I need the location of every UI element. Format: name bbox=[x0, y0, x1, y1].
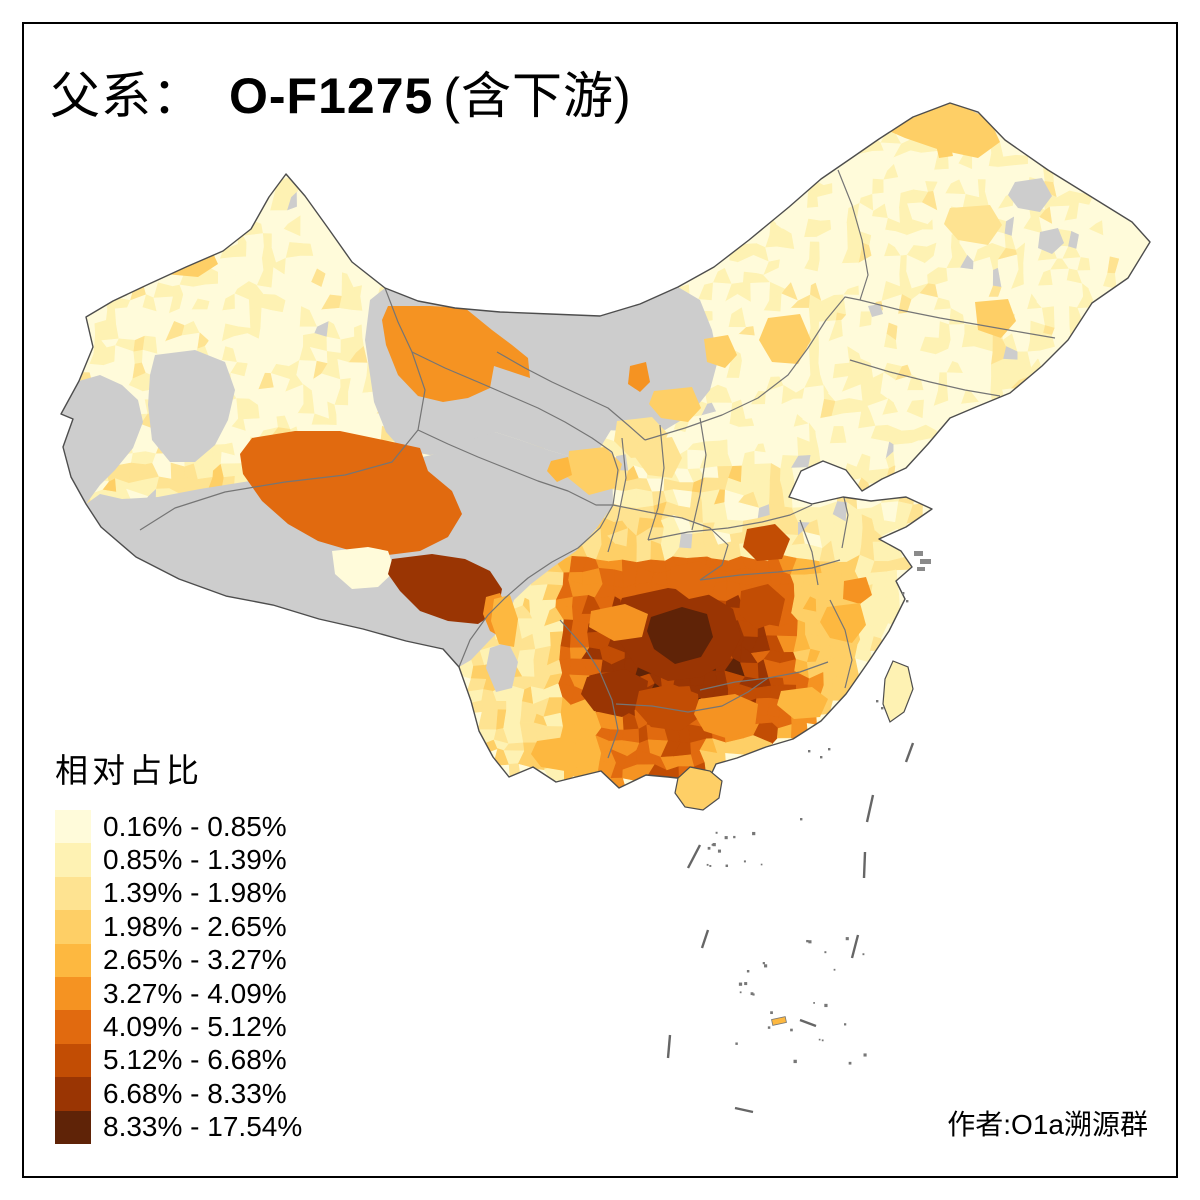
legend-item: 8.33% - 17.54% bbox=[55, 1110, 303, 1144]
attribution: 作者:O1a溯源群 bbox=[947, 1109, 1148, 1140]
legend-item: 0.16% - 0.85% bbox=[55, 810, 302, 844]
legend-swatch bbox=[55, 1077, 91, 1111]
legend-label: 0.16% - 0.85% bbox=[103, 810, 287, 842]
south-china-sea-features bbox=[666, 551, 931, 1114]
title-suffix: (含下游) bbox=[443, 68, 632, 124]
hainan-island bbox=[674, 766, 723, 811]
legend-swatch bbox=[55, 976, 91, 1011]
page-title: 父系： O-F1275 (含下游) bbox=[50, 56, 632, 128]
title-haplogroup: O-F1275 bbox=[229, 68, 434, 124]
legend-item: 6.68% - 8.33% bbox=[55, 1077, 302, 1111]
legend-swatch bbox=[55, 1110, 91, 1144]
legend: 相对占比 0.16% - 0.85% 0.85% - 1.39% 1.39% - 1… bbox=[55, 744, 302, 1144]
province-borders bbox=[139, 169, 1056, 759]
legend-swatch bbox=[55, 910, 91, 944]
legend-item: 5.12% - 6.68% bbox=[55, 1043, 302, 1078]
legend-label: 8.33% - 17.54% bbox=[103, 1111, 303, 1143]
legend-swatch bbox=[55, 1043, 91, 1078]
legend-title: 相对占比 bbox=[55, 752, 203, 789]
legend-item: 2.65% - 3.27% bbox=[55, 943, 302, 977]
legend-swatch bbox=[55, 810, 91, 844]
legend-label: 0.85% - 1.39% bbox=[103, 844, 287, 876]
legend-swatch bbox=[55, 876, 91, 911]
legend-label: 1.39% - 1.98% bbox=[103, 877, 287, 909]
legend-swatch bbox=[55, 1010, 91, 1044]
legend-item: 1.39% - 1.98% bbox=[55, 876, 302, 911]
legend-item: 3.27% - 4.09% bbox=[55, 976, 302, 1011]
legend-item: 0.85% - 1.39% bbox=[55, 843, 302, 877]
legend-label: 1.98% - 2.65% bbox=[103, 910, 287, 942]
legend-label: 3.27% - 4.09% bbox=[103, 977, 287, 1009]
legend-swatch bbox=[55, 943, 91, 977]
country-outline bbox=[60, 102, 1151, 797]
legend-label: 5.12% - 6.68% bbox=[103, 1044, 287, 1076]
legend-rows: 0.16% - 0.85% 0.85% - 1.39% 1.39% - 1.98% 1… bbox=[55, 810, 302, 1144]
map-frame bbox=[22, 22, 1178, 1178]
title-label: 父系： bbox=[50, 68, 203, 124]
legend-swatch bbox=[55, 843, 91, 877]
legend-label: 6.68% - 8.33% bbox=[103, 1077, 287, 1109]
taiwan-island bbox=[882, 660, 914, 723]
legend-item: 1.98% - 2.65% bbox=[55, 910, 302, 944]
legend-label: 2.65% - 3.27% bbox=[103, 944, 287, 976]
legend-label: 4.09% - 5.12% bbox=[103, 1011, 287, 1043]
legend-item: 4.09% - 5.12% bbox=[55, 1010, 302, 1044]
